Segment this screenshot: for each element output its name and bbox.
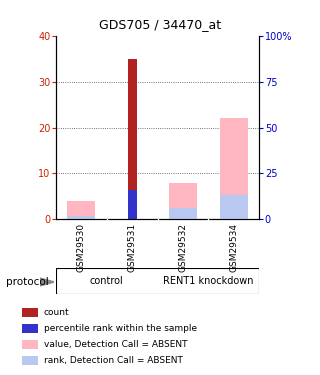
Text: GDS705 / 34470_at: GDS705 / 34470_at: [99, 18, 221, 31]
Bar: [22, 308, 38, 318]
Text: protocol: protocol: [6, 277, 49, 287]
Text: GSM29531: GSM29531: [128, 223, 137, 272]
Text: control: control: [90, 276, 124, 286]
Text: value, Detection Call = ABSENT: value, Detection Call = ABSENT: [44, 340, 188, 349]
Text: percentile rank within the sample: percentile rank within the sample: [44, 324, 197, 333]
Bar: [220, 118, 248, 219]
Bar: [128, 58, 137, 219]
Bar: [22, 339, 38, 349]
Bar: [128, 190, 137, 219]
Text: rank, Detection Call = ABSENT: rank, Detection Call = ABSENT: [44, 356, 183, 365]
Text: GSM29534: GSM29534: [229, 223, 238, 272]
Text: GSM29532: GSM29532: [179, 223, 188, 272]
Bar: [22, 324, 38, 333]
Bar: [68, 201, 95, 219]
Bar: [68, 216, 95, 219]
Bar: [169, 183, 197, 219]
Text: count: count: [44, 308, 69, 317]
Bar: [169, 209, 197, 219]
Bar: [22, 356, 38, 365]
Bar: [220, 195, 248, 219]
Text: RENT1 knockdown: RENT1 knockdown: [163, 276, 254, 286]
Text: GSM29530: GSM29530: [77, 223, 86, 272]
Polygon shape: [40, 278, 54, 286]
